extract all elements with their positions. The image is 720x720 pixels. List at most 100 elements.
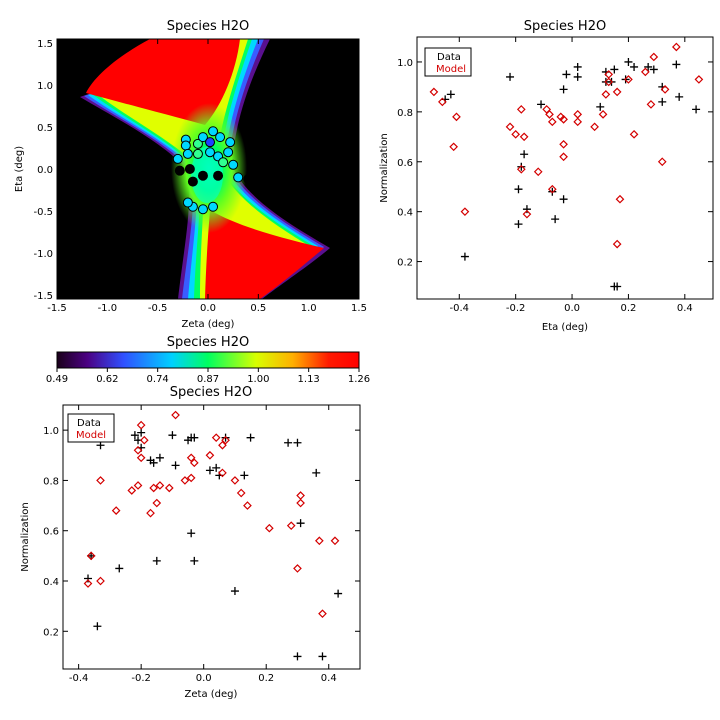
model-point — [649, 52, 659, 62]
model-point — [205, 450, 215, 460]
heatmap-axes: -1.5 -1.0 -0.5 0.0 0.5 1.0 1.5 -1.5 -1.0 -0.5 0.0 0… — [33, 39, 367, 314]
model-point — [545, 110, 554, 119]
colorbar-title: Species H2O — [167, 335, 249, 350]
data-point — [559, 85, 568, 94]
data-point — [293, 438, 302, 447]
model-point — [511, 129, 521, 139]
model-point — [218, 468, 227, 478]
x-tick-label: 0.2 — [620, 303, 636, 314]
model-point — [189, 458, 199, 468]
model-point — [672, 42, 681, 52]
model-point — [460, 207, 470, 217]
legend-model-label: Model — [436, 64, 466, 75]
data-point — [559, 195, 568, 204]
station-point — [172, 153, 183, 164]
data-point — [522, 205, 531, 214]
y-tick-label: 1.5 — [37, 39, 53, 50]
data-point — [517, 162, 526, 171]
model-point — [286, 521, 296, 531]
data-point — [296, 519, 305, 528]
data-point — [613, 282, 622, 291]
data-point — [190, 433, 199, 442]
scatter-zeta-points — [83, 410, 343, 661]
y-tick-label: 0.8 — [43, 476, 59, 487]
y-tick-label: 0.5 — [37, 123, 53, 134]
model-point — [186, 473, 196, 483]
model-point — [601, 90, 611, 99]
model-point — [559, 139, 568, 149]
model-point — [657, 157, 667, 167]
scatter-zeta-ylabel: Normalization — [20, 502, 31, 572]
model-point — [111, 506, 121, 515]
x-tick-label: -0.4 — [69, 673, 89, 684]
data-point — [596, 102, 605, 111]
data-point — [644, 62, 653, 71]
model-point — [180, 476, 190, 485]
model-point — [318, 609, 327, 619]
model-point — [264, 523, 274, 533]
data-point — [137, 428, 146, 437]
station-point — [182, 148, 193, 159]
station-point — [184, 164, 195, 174]
model-point — [149, 483, 159, 493]
data-point — [514, 220, 523, 229]
model-point — [612, 87, 622, 97]
station-point — [182, 197, 193, 208]
model-point — [640, 67, 650, 77]
y-tick-label: 0.6 — [43, 527, 59, 538]
data-point — [318, 652, 327, 661]
data-point — [551, 215, 560, 224]
y-tick-label: 0.0 — [37, 165, 53, 176]
x-tick-label: 1.5 — [351, 303, 367, 314]
y-tick-label: 0.6 — [397, 158, 413, 169]
x-tick-label: -0.2 — [506, 303, 526, 314]
model-point — [243, 501, 252, 510]
x-tick-label: 0.0 — [196, 673, 212, 684]
station-point — [228, 159, 239, 170]
station-point — [218, 157, 229, 168]
data-point — [155, 453, 164, 462]
model-point — [136, 420, 146, 430]
model-point — [533, 167, 543, 177]
station-point — [192, 138, 203, 149]
data-point — [246, 433, 255, 442]
station-point — [197, 132, 208, 143]
model-point — [505, 122, 515, 132]
model-point — [547, 184, 557, 194]
data-point — [548, 187, 557, 196]
model-point — [171, 410, 180, 420]
x-tick-label: 0.0 — [564, 303, 580, 314]
data-point — [334, 589, 343, 598]
model-point — [152, 498, 162, 508]
legend-model-label: Model — [76, 430, 106, 441]
scatter-zeta-panel: Species H2O -0.4 -0.2 0.0 0.2 0.4 0.2 0.4 0.6 0.… — [20, 385, 361, 700]
data-point — [93, 622, 102, 631]
data-point — [460, 252, 469, 261]
model-point — [573, 110, 583, 119]
data-point — [573, 72, 582, 81]
model-point — [604, 77, 614, 87]
model-point — [519, 132, 529, 142]
data-point — [187, 529, 196, 538]
heatmap-xlabel: Zeta (deg) — [182, 319, 235, 330]
y-tick-label: -1.0 — [33, 249, 53, 260]
model-point — [598, 110, 608, 119]
data-point — [149, 458, 158, 467]
data-point — [230, 587, 239, 596]
model-point — [330, 536, 340, 546]
model-point — [615, 194, 625, 204]
data-point — [221, 433, 230, 442]
scatter-eta-points — [429, 42, 704, 291]
legend-box — [67, 413, 115, 443]
y-tick-label: -0.5 — [33, 207, 53, 218]
legend-data-label: Data — [77, 418, 101, 429]
station-points — [172, 126, 254, 215]
station-point — [208, 201, 219, 212]
station-point — [213, 170, 224, 181]
station-point — [197, 170, 208, 181]
y-tick-label: -1.5 — [33, 291, 53, 302]
model-point — [573, 117, 583, 127]
y-tick-label: 0.4 — [397, 208, 413, 219]
colorbar-scale — [56, 351, 360, 369]
model-point — [438, 97, 447, 107]
